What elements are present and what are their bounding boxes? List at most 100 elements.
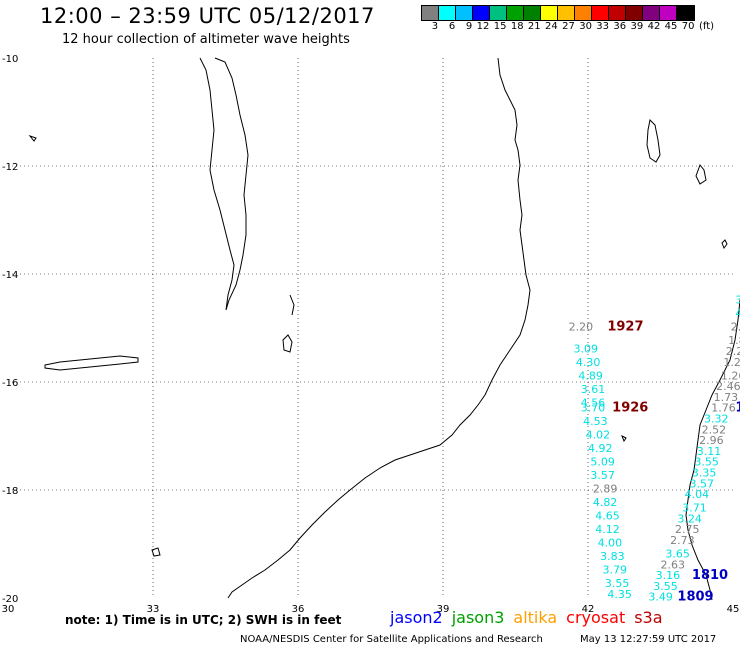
axis-ticks: 30 33 36 39 42 45 -10 -12 -14 -16 -18 -20 [2, 54, 740, 615]
comoros-island [646, 118, 661, 163]
wave-height-label: 4.82 [593, 496, 618, 509]
legend-label: 45 [664, 21, 678, 32]
small-island-3 [28, 134, 37, 142]
small-island-2 [151, 547, 161, 557]
lat-tick-label: -10 [2, 54, 18, 65]
lat-tick-label: -12 [2, 162, 18, 173]
wave-height-label: 2.75 [675, 523, 700, 536]
wave-height-label: 3 [735, 294, 740, 307]
legend-swatch [575, 6, 592, 20]
legend-label: 15 [493, 21, 507, 32]
wave-height-label: 1.26 [721, 369, 740, 382]
wave-observations: 2.20 1927 3.094.304.893.614.563.70 1926 4.53… [569, 294, 740, 605]
legend-label: 27 [562, 21, 575, 32]
satellite-jason3: jason3 [451, 608, 505, 627]
wave-height-label: 3.55 [653, 580, 678, 593]
lon-tick-label: 36 [292, 604, 305, 615]
legend-swatch [677, 6, 694, 20]
wave-height-label: 4.92 [588, 442, 613, 455]
wave-height-label: 4.30 [576, 356, 601, 369]
wave-height-label: 3.57 [590, 469, 615, 482]
wave-height-label: 4 [735, 307, 740, 320]
lon-tick-label: 33 [147, 604, 160, 615]
wave-height-label: 3.49 [648, 591, 673, 604]
legend-swatch [541, 6, 558, 20]
color-legend [421, 5, 695, 21]
legend-label: 9 [465, 21, 473, 32]
legend-swatch [507, 6, 524, 20]
legend-swatch [643, 6, 660, 20]
generated-timestamp: May 13 12:27:59 UTC 2017 [580, 634, 717, 645]
wave-height-label: 3.09 [574, 342, 599, 355]
wave-height-label: 3.70 [581, 402, 606, 415]
wave-height-label: 2.2 [731, 321, 740, 334]
wave-height-label: 4.53 [583, 415, 608, 428]
satellite-altika: altika [513, 608, 558, 627]
satellite-legend: jason2 jason3 altika cryosat s3a [390, 608, 672, 627]
legend-label: 39 [630, 21, 644, 32]
credit-text: NOAA/NESDIS Center for Satellite Applica… [240, 634, 543, 645]
legend-swatch [422, 6, 439, 20]
satellite-cryosat: cryosat [566, 608, 626, 627]
lat-tick-label: -20 [2, 594, 18, 605]
lon-tick-label: 45 [727, 604, 740, 615]
wave-height-label: 2.89 [593, 483, 618, 496]
legend-label: 21 [527, 21, 541, 32]
mayotte-island [721, 239, 728, 250]
lake-small [282, 334, 293, 353]
lat-tick-label: -16 [2, 378, 18, 389]
legend-swatch [592, 6, 609, 20]
legend-label: 70 [681, 21, 695, 32]
wave-height-label: 4.04 [685, 488, 710, 501]
legend-label: 33 [596, 21, 610, 32]
legend-swatch [439, 6, 456, 20]
pass-time-label: 1927 [607, 320, 643, 335]
lon-tick-label: 30 [2, 604, 15, 615]
legend-swatch [609, 6, 626, 20]
wave-height-label: 4.65 [595, 510, 620, 523]
small-island [621, 434, 627, 443]
legend-swatch [660, 6, 677, 20]
coastlines [28, 57, 740, 601]
map-title: 12:00 – 23:59 UTC 05/12/2017 [40, 4, 375, 28]
legend-label: 6 [448, 21, 456, 32]
wave-height-label: 2.25 [726, 345, 740, 358]
lon-tick-label: 39 [437, 604, 450, 615]
wave-height-label: 2.96 [699, 434, 724, 447]
legend-label: 18 [510, 21, 524, 32]
wave-height-label: 3.11 [697, 445, 722, 458]
wave-height-label: 3.61 [581, 383, 606, 396]
legend-swatch [490, 6, 507, 20]
lake-malawi [199, 57, 249, 311]
satellite-s3a: s3a [634, 608, 663, 627]
wave-height-label: 3.32 [704, 413, 729, 426]
lat-tick-label: -14 [2, 270, 18, 281]
legend-labels: 3 6 9 12 15 18 21 24 27 30 33 36 39 42 45 70 (ft) [421, 21, 719, 32]
footer-note: note: 1) Time is in UTC; 2) SWH is in fe… [65, 613, 342, 627]
legend-label: 42 [647, 21, 661, 32]
wave-height-label: 4.89 [578, 369, 603, 382]
wave-height-label: 1.89 [728, 334, 740, 347]
wave-height-label: 2.46 [716, 380, 740, 393]
wave-height-label: 3.79 [603, 564, 628, 577]
legend-label: (ft) [698, 21, 715, 32]
wave-height-label: 1.76 [711, 402, 736, 415]
lon-tick-label: 42 [582, 604, 595, 615]
map-subtitle: 12 hour collection of altimeter wave hei… [62, 32, 350, 47]
wave-height-label: 3.65 [665, 548, 690, 561]
satellite-jason2: jason2 [390, 608, 443, 627]
map-grid [8, 58, 733, 598]
legend-label: 24 [545, 21, 558, 32]
legend-label: 3 [431, 21, 439, 32]
lat-tick-label: -18 [2, 486, 18, 497]
wave-height-label: 3.35 [692, 467, 717, 480]
legend-swatch [626, 6, 643, 20]
pass-time-label: 1809 [677, 590, 713, 605]
wave-height-label: 3.24 [677, 512, 702, 525]
pass-time-label: 1810 [692, 568, 728, 583]
pass-time-label: 1 [735, 401, 740, 416]
wave-height-label: 3.71 [682, 502, 707, 515]
wave-height-label: 3.55 [694, 456, 719, 469]
lake-kariba [44, 355, 139, 371]
